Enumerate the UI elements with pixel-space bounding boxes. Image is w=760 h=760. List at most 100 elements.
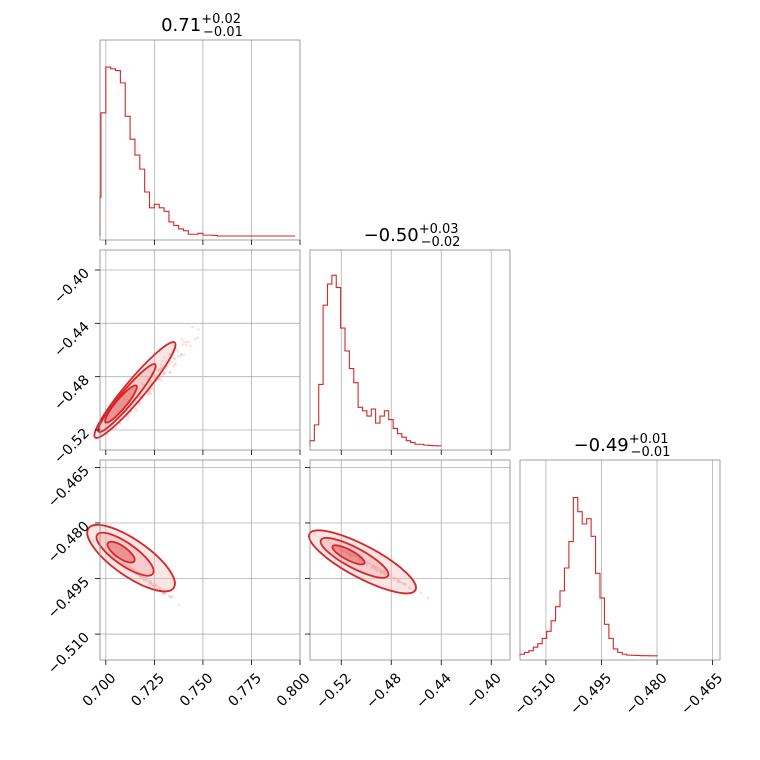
contour-1-3-sample-16 — [113, 556, 116, 559]
contour-2-3-sample-121 — [404, 583, 407, 586]
contour-2-3-sample-122 — [356, 556, 360, 559]
contour-1-3-level-mid — [95, 531, 155, 577]
contour-2-3-frame — [309, 459, 511, 661]
hist-param-3-steps — [519, 497, 658, 657]
hist-param-3-xtick-label-2: −0.480 — [623, 670, 671, 718]
contour-1-3-xtick-label-0: 0.700 — [80, 670, 120, 710]
contour-1-2-sample-78 — [117, 410, 120, 413]
contour-1-2-sample-51 — [185, 343, 188, 347]
contour-1-2-sample-142 — [139, 393, 143, 397]
contour-1-3-sample-141 — [149, 579, 153, 583]
contour-2-3-sample-145 — [383, 570, 386, 573]
contour-2-3-sample-130 — [408, 587, 411, 590]
hist-param-2-title-upper: +0.03 — [419, 222, 459, 237]
hist-param-3-xtick-label-3: −0.465 — [678, 670, 726, 718]
contour-1-3-sample-9 — [177, 603, 181, 606]
contour-1-2-sample-61 — [135, 409, 138, 412]
contour-1-2-sample-126 — [149, 392, 152, 396]
contour-1-2-ytick-label-2: −0.44 — [51, 319, 93, 361]
contour-1-3-ytick-label-0: −0.465 — [45, 463, 93, 511]
contour-1-2-sample-37 — [152, 377, 155, 380]
contour-1-2-sample-114 — [187, 340, 190, 344]
contour-1-2-sample-19 — [196, 336, 200, 340]
contour-2-3-sample-149 — [368, 561, 371, 565]
contour-2-3-sample-150 — [379, 570, 382, 573]
contour-2-3-sample-139 — [358, 558, 361, 561]
contour-1-3-sample-134 — [118, 560, 121, 563]
hist-param-3-xtick-label-1: −0.495 — [567, 670, 615, 718]
hist-param-1-title-value: 0.71 — [161, 15, 201, 36]
hist-param-1-title: 0.71+0.02 −0.01 — [161, 12, 243, 40]
contour-1-2-sample-110 — [182, 340, 186, 343]
contour-1-3-sample-24 — [91, 540, 95, 543]
hist-param-1-frame — [99, 39, 301, 241]
contour-2-3-sample-105 — [397, 580, 400, 583]
hist-param-3-title: −0.49+0.01 −0.01 — [574, 432, 671, 460]
contour-1-3-ytick-label-2: −0.495 — [45, 574, 93, 622]
contour-2-3-sample-142 — [394, 577, 398, 580]
contour-1-3-sample-138 — [145, 576, 148, 579]
contour-2-3-sample-158 — [351, 554, 355, 557]
hist-param-1-title-upper: +0.02 — [201, 12, 241, 27]
contour-1-2-sample-151 — [174, 363, 177, 367]
contour-1-2-sample-7 — [134, 407, 137, 410]
contour-2-3-sample-112 — [339, 549, 343, 553]
contour-1-2-sample-80 — [160, 379, 163, 382]
contour-1-2-sample-117 — [168, 353, 171, 356]
contour-2-3-sample-134 — [392, 578, 396, 582]
hist-param-3-frame — [519, 459, 721, 661]
contour-2-3-xtick-label-0: −0.52 — [313, 670, 355, 712]
hist-param-3-title-value: −0.49 — [574, 435, 629, 456]
contour-2-3-sample-157 — [327, 538, 330, 542]
contour-2-3-sample-92 — [365, 564, 369, 567]
contour-1-2-level-mid — [97, 363, 157, 433]
contour-2-3-xtick-label-3: −0.40 — [463, 670, 505, 712]
hist-param-2-title-value: −0.50 — [364, 225, 419, 246]
hist-param-2-steps — [309, 274, 442, 447]
contour-1-2-sample-148 — [158, 378, 161, 381]
contour-1-3-xtick-label-4: 0.800 — [274, 670, 314, 710]
hist-param-2-frame — [309, 249, 511, 451]
hist-param-2-title: −0.50+0.03 −0.02 — [364, 222, 461, 250]
contour-1-2-sample-34 — [156, 370, 159, 373]
contour-2-3-sample-153 — [384, 573, 387, 576]
contour-1-2-sample-90 — [168, 363, 171, 366]
contour-1-2-sample-157 — [162, 372, 166, 376]
contour-1-3-sample-114 — [168, 594, 171, 598]
contour-1-2-sample-62 — [159, 363, 163, 366]
contour-1-2-sample-26 — [127, 415, 130, 419]
contour-2-3-sample-137 — [349, 553, 352, 556]
contour-1-2-sample-29 — [197, 328, 200, 331]
contour-1-2-sample-128 — [159, 375, 162, 379]
contour-1-2-sample-79 — [164, 367, 168, 371]
contour-1-2-sample-52 — [181, 343, 185, 346]
contour-1-3-sample-142 — [150, 582, 153, 585]
contour-1-2-sample-113 — [158, 368, 162, 371]
contour-1-2-sample-56 — [126, 418, 129, 421]
contour-1-2-sample-133 — [150, 388, 153, 391]
contour-1-2-sample-135 — [146, 393, 150, 396]
contour-1-2-sample-103 — [105, 433, 109, 436]
contour-1-3-level-inner — [106, 540, 136, 564]
contour-2-3-sample-63 — [393, 576, 396, 580]
contour-2-3-sample-113 — [400, 581, 404, 584]
contour-1-3-ytick-label-3: −0.510 — [45, 630, 93, 678]
contour-2-3-xtick-label-1: −0.48 — [363, 670, 405, 712]
hist-param-2-title-lower: −0.02 — [421, 235, 461, 250]
contour-1-2-sample-83 — [125, 400, 129, 403]
contour-1-2-sample-138 — [144, 387, 148, 391]
contour-2-3-sample-109 — [375, 569, 379, 572]
contour-1-2-sample-71 — [138, 401, 142, 405]
contour-1-2-ytick-label-0: −0.52 — [51, 426, 93, 468]
contour-1-3-sample-144 — [131, 567, 134, 570]
contour-2-3-sample-15 — [419, 591, 422, 595]
contour-1-3-xtick-label-3: 0.775 — [225, 670, 265, 710]
hist-param-3-title-upper: +0.01 — [629, 432, 669, 447]
contour-1-2-sample-48 — [114, 427, 118, 430]
contour-1-2-sample-139 — [179, 353, 183, 356]
contour-1-3-sample-158 — [154, 584, 158, 588]
contour-1-2-sample-145 — [173, 358, 177, 361]
contour-1-2-sample-99 — [148, 390, 152, 393]
contour-2-3-level-mid — [319, 537, 390, 579]
